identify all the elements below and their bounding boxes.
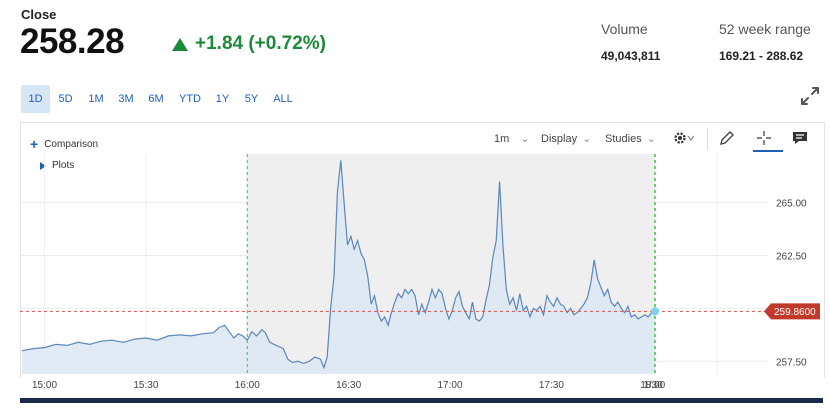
toolbar-divider <box>707 128 708 150</box>
range-1y-button[interactable]: 1Y <box>215 93 230 105</box>
interval-label: 1m <box>494 133 510 145</box>
studies-label: Studies <box>605 133 642 145</box>
up-arrow-icon <box>172 37 188 51</box>
y-tick-label: 257.50 <box>776 357 807 368</box>
comment-icon[interactable] <box>791 129 809 147</box>
pencil-icon[interactable] <box>718 129 736 147</box>
comparison-label: Comparison <box>44 138 99 150</box>
price-value: 258.28 <box>20 22 125 61</box>
range-1d-button[interactable]: 1D <box>21 85 50 113</box>
range-5d-button[interactable]: 5D <box>58 93 73 105</box>
gear-icon[interactable] <box>673 130 695 146</box>
last-price-badge-shape <box>764 303 820 320</box>
range-all-button[interactable]: ALL <box>273 93 293 105</box>
x-tick-label: 15:30 <box>133 380 158 391</box>
studies-dropdown[interactable]: Studies ⌄ <box>605 132 656 145</box>
interval-dropdown[interactable]: 1m ⌄ <box>494 132 530 145</box>
x-tick-label: 16:30 <box>336 380 361 391</box>
x-tick-label: 1/30 <box>643 380 663 391</box>
range-5y-button[interactable]: 5Y <box>244 93 259 105</box>
bottom-bar <box>20 398 823 403</box>
comparison-button[interactable]: + Comparison <box>30 136 98 152</box>
display-dropdown[interactable]: Display ⌄ <box>541 132 591 145</box>
x-tick-label: 15:00 <box>32 380 57 391</box>
x-tick-label: 17:30 <box>539 380 564 391</box>
crosshair-icon[interactable] <box>755 129 773 147</box>
week-range-value: 169.21 - 288.62 <box>719 49 804 63</box>
price-chart[interactable]: 257.50 262.50 265.00 15:00 15:30 16:00 16:30 1… <box>20 152 823 398</box>
close-label: Close <box>21 7 57 22</box>
range-6m-button[interactable]: 6M <box>148 93 164 105</box>
x-tick-label: 17:00 <box>437 380 462 391</box>
range-ytd-button[interactable]: YTD <box>179 93 201 105</box>
plots-label: Plots <box>52 160 75 171</box>
y-tick-label: 262.50 <box>776 252 807 263</box>
last-price-dot <box>651 307 659 316</box>
chart-panel <box>20 122 825 378</box>
range-1m-button[interactable]: 1M <box>88 93 104 105</box>
caret-right-icon <box>40 161 46 170</box>
plots-toggle[interactable]: Plots <box>40 160 74 171</box>
plus-icon: + <box>30 136 39 152</box>
volume-label: Volume <box>601 21 648 37</box>
x-tick-label: 18:00 <box>640 380 665 391</box>
price-change: +1.84 (+0.72%) <box>172 33 326 55</box>
chevron-down-icon: ⌄ <box>582 133 592 145</box>
display-label: Display <box>541 133 578 145</box>
chevron-down-icon: ⌄ <box>520 133 530 145</box>
week-range-label: 52 week range <box>719 21 811 37</box>
range-3m-button[interactable]: 3M <box>118 93 134 105</box>
last-price-badge: 259.8600 <box>764 303 820 320</box>
y-tick-label: 265.00 <box>776 199 807 210</box>
last-price-label: 259.8600 <box>774 307 816 318</box>
price-area-fill <box>22 160 655 374</box>
price-change-text: +1.84 (+0.72%) <box>195 33 326 54</box>
expand-icon[interactable] <box>798 84 822 108</box>
price-line <box>21 160 656 370</box>
chevron-down-icon: ⌄ <box>646 133 656 145</box>
x-tick-label: 16:00 <box>235 380 260 391</box>
range-selector: 1D 5D 1M 3M 6M YTD 1Y 5Y ALL <box>21 85 299 113</box>
volume-value: 49,043,811 <box>601 49 661 63</box>
crosshair-active-indicator <box>753 150 783 152</box>
